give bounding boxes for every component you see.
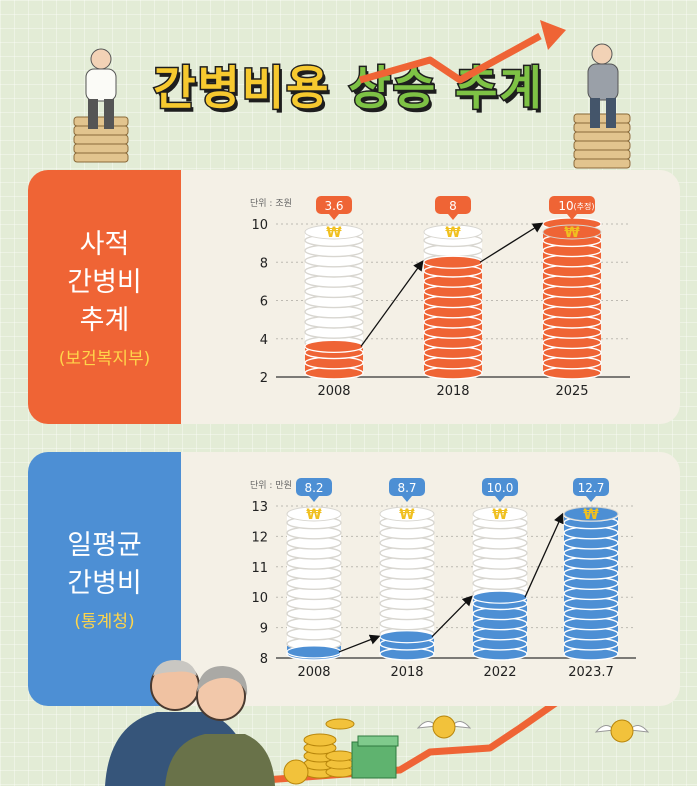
side-label-line: 일평균 xyxy=(67,529,142,561)
source-label: (보건복지부) xyxy=(58,348,151,369)
y-tick-label: 10 xyxy=(251,591,268,606)
coins-and-cash-icon xyxy=(283,718,399,785)
data-label-badge xyxy=(573,478,609,496)
bar-coin-stack: ₩ xyxy=(379,506,435,661)
elderly-man-on-coins-icon xyxy=(573,43,631,169)
won-icon: ₩ xyxy=(399,507,415,523)
trend-arrow xyxy=(524,512,564,598)
y-tick-label: 8 xyxy=(260,256,268,271)
source-label: (통계청) xyxy=(74,611,135,632)
y-tick-label: 11 xyxy=(251,561,268,576)
data-label: 3.6 xyxy=(324,199,343,213)
data-label: 8 xyxy=(449,199,457,213)
y-tick-label: 10 xyxy=(251,218,268,233)
data-label-badge xyxy=(549,196,595,214)
data-label-badge xyxy=(316,196,352,214)
bar-coin-stack: ₩ xyxy=(563,506,619,661)
bar-coin-stack: ₩ xyxy=(304,224,364,380)
daily-care-cost-card: 일평균 간병비 (통계청) 단위 : 만원 8 9 10 11 12 13 ₩8.2 2008 ₩… xyxy=(28,452,680,706)
won-icon: ₩ xyxy=(564,225,580,241)
y-tick-label: 6 xyxy=(260,295,268,310)
x-tick-label: 2018 xyxy=(390,665,423,680)
chart-daily-care-cost: 단위 : 만원 8 9 10 11 12 13 ₩8.2 2008 ₩8.7 2018 ₩10.0 20… xyxy=(250,478,636,680)
x-tick-label: 2018 xyxy=(436,384,469,399)
trend-arrow xyxy=(479,222,544,263)
bar-top-face xyxy=(379,506,435,522)
unit-label: 단위 : 조원 xyxy=(250,198,292,209)
trend-arrow xyxy=(431,595,473,638)
x-tick-label: 2025 xyxy=(555,384,588,399)
data-label: 8.2 xyxy=(304,481,323,495)
trend-arrow xyxy=(338,634,381,653)
data-label: 10 xyxy=(558,199,573,213)
won-icon: ₩ xyxy=(583,507,599,523)
y-tick-label: 2 xyxy=(260,371,268,386)
bar-value-cap xyxy=(472,590,528,604)
won-icon: ₩ xyxy=(445,225,461,241)
data-label: 10.0 xyxy=(487,481,514,495)
unit-label: 단위 : 만원 xyxy=(250,480,292,491)
side-label-line: 사적 xyxy=(79,228,130,260)
y-tick-label: 8 xyxy=(260,652,268,667)
x-tick-label: 2023.7 xyxy=(568,665,614,680)
data-label-badge xyxy=(482,478,518,496)
y-tick-label: 12 xyxy=(251,530,268,545)
bar-value-cap xyxy=(286,645,342,659)
y-tick-label: 13 xyxy=(251,500,268,515)
data-label-note: (추정) xyxy=(574,201,595,211)
won-icon: ₩ xyxy=(306,507,322,523)
x-tick-label: 2008 xyxy=(297,665,330,680)
side-label-line: 간병비 xyxy=(67,567,142,599)
x-tick-label: 2022 xyxy=(483,665,516,680)
flying-coin-icon xyxy=(594,719,650,743)
bar-coin-stack: ₩ xyxy=(423,224,483,380)
private-care-cost-card: 사적 간병비 추계 (보건복지부) 단위 : 조원 2 4 6 8 10 ₩3.6 2008 ₩… xyxy=(28,170,680,424)
trend-arrow xyxy=(360,260,424,347)
card-side-label: 일평균 간병비 (통계청) xyxy=(28,452,181,706)
bar-top-face xyxy=(286,506,342,522)
y-tick-label: 4 xyxy=(260,333,268,348)
bar-coin-stack: ₩ xyxy=(472,506,528,661)
bar-value-cap xyxy=(379,630,435,644)
won-icon: ₩ xyxy=(492,507,508,523)
card-side-label: 사적 간병비 추계 (보건복지부) xyxy=(28,170,181,424)
data-label: 8.7 xyxy=(397,481,416,495)
flying-coin-icon xyxy=(416,715,472,739)
bar-coin-stack: ₩ xyxy=(542,217,602,380)
worried-couple-icon xyxy=(105,660,275,786)
data-label-badge xyxy=(389,478,425,496)
won-icon: ₩ xyxy=(326,225,342,241)
bar-value-cap xyxy=(304,339,364,353)
bar-top-face xyxy=(423,224,483,240)
bar-coin-stack: ₩ xyxy=(286,506,342,661)
data-label-badge xyxy=(435,196,471,214)
bar-value-cap xyxy=(423,255,483,269)
side-label-line: 간병비 xyxy=(67,266,142,298)
data-label-badge xyxy=(296,478,332,496)
y-tick-label: 9 xyxy=(260,622,268,637)
x-tick-label: 2008 xyxy=(317,384,350,399)
bar-top-face xyxy=(472,506,528,522)
bar-top-face xyxy=(304,224,364,240)
data-label: 12.7 xyxy=(578,481,605,495)
title-part2: 상승 추계 xyxy=(347,60,544,117)
title-part1: 간병비용 xyxy=(152,60,331,117)
side-label-line: 추계 xyxy=(79,304,130,336)
bar-top-face xyxy=(563,506,619,522)
elderly-woman-on-coins-icon xyxy=(73,48,129,163)
